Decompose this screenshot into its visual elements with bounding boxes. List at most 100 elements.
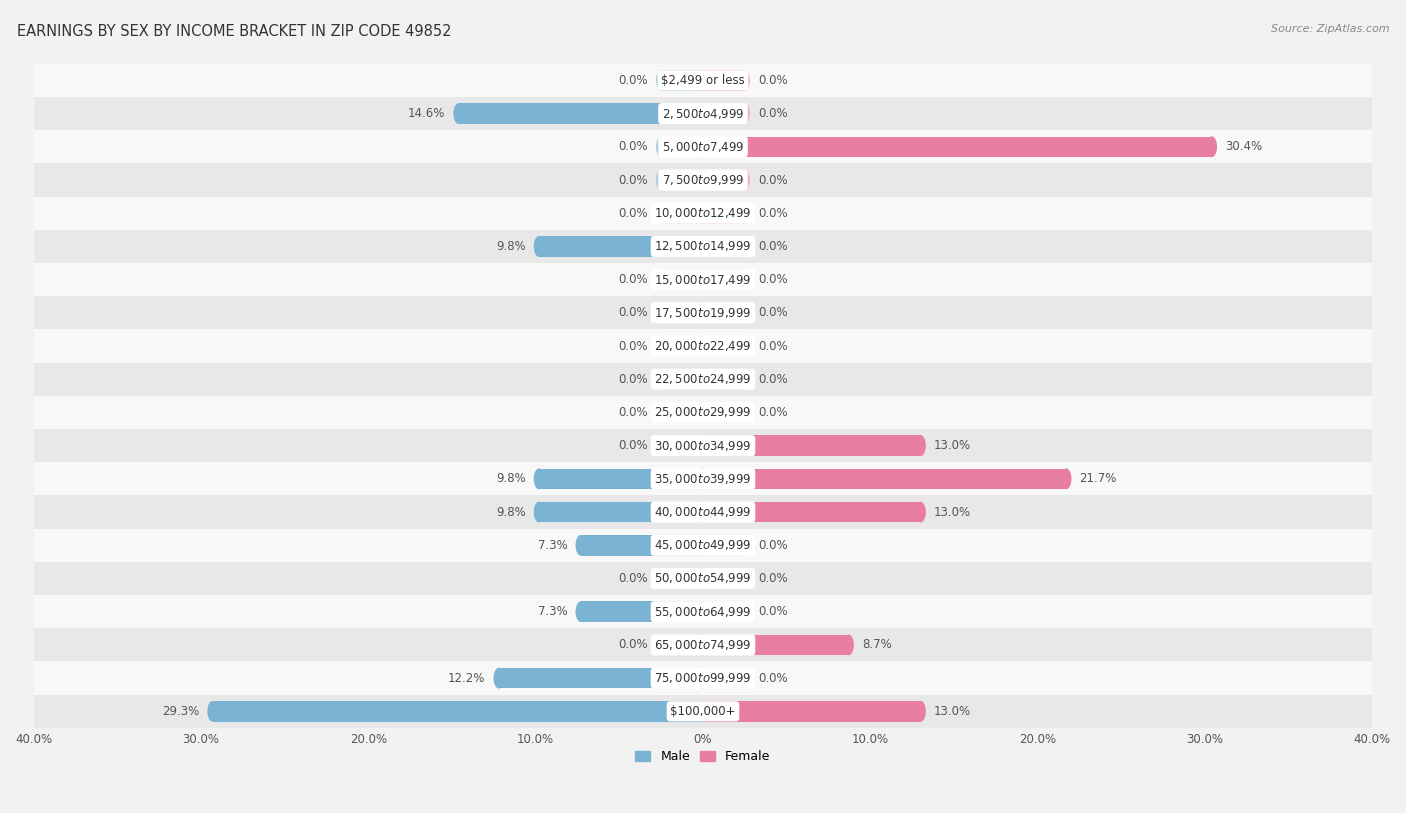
Text: $12,500 to $14,999: $12,500 to $14,999 [654,239,752,254]
Circle shape [534,236,544,257]
Bar [703,137,1212,157]
Circle shape [740,535,749,555]
Text: 0.0%: 0.0% [758,572,787,585]
Text: 0.0%: 0.0% [758,74,787,87]
Circle shape [657,170,666,190]
Bar [34,463,1372,495]
Circle shape [844,635,853,655]
Text: 0.0%: 0.0% [619,307,648,320]
Bar [661,203,703,224]
Text: 14.6%: 14.6% [408,107,446,120]
Circle shape [534,236,544,257]
Circle shape [697,269,709,290]
Text: 13.0%: 13.0% [934,439,972,452]
Circle shape [697,468,709,489]
Bar [703,170,745,190]
Circle shape [697,635,709,655]
Circle shape [697,602,709,622]
Bar [34,628,1372,662]
Circle shape [697,701,709,722]
Circle shape [740,203,749,224]
Circle shape [697,568,709,589]
Text: 13.0%: 13.0% [934,506,972,519]
Circle shape [657,336,666,356]
Circle shape [740,402,749,423]
Bar [34,263,1372,296]
Circle shape [697,468,709,489]
Bar [661,402,703,423]
Bar [703,137,1212,157]
Circle shape [534,468,544,489]
Circle shape [697,369,709,389]
Bar [703,369,745,389]
Bar [581,602,703,622]
Text: $50,000 to $54,999: $50,000 to $54,999 [654,572,752,585]
Text: 0.0%: 0.0% [758,273,787,286]
Circle shape [697,103,709,124]
Text: 0.0%: 0.0% [758,605,787,618]
Text: 0.0%: 0.0% [758,207,787,220]
Bar [538,236,703,257]
Bar [703,568,745,589]
Bar [661,635,703,655]
Circle shape [915,701,925,722]
Bar [703,468,1066,489]
Circle shape [575,602,586,622]
Bar [661,70,703,91]
Circle shape [740,269,749,290]
Circle shape [697,137,709,157]
Text: Source: ZipAtlas.com: Source: ZipAtlas.com [1271,24,1389,34]
Circle shape [697,435,709,456]
Circle shape [740,667,749,689]
Circle shape [1062,468,1071,489]
Circle shape [740,302,749,323]
Text: 7.3%: 7.3% [537,539,568,552]
Text: 7.3%: 7.3% [537,605,568,618]
Circle shape [454,103,464,124]
Circle shape [740,336,749,356]
Circle shape [208,701,218,722]
Circle shape [575,535,586,555]
Circle shape [915,502,925,523]
Bar [34,662,1372,694]
Circle shape [697,336,709,356]
Text: 0.0%: 0.0% [758,539,787,552]
Text: $35,000 to $39,999: $35,000 to $39,999 [654,472,752,486]
Bar [703,502,921,523]
Circle shape [657,137,666,157]
Circle shape [657,435,666,456]
Bar [34,528,1372,562]
Circle shape [697,137,709,157]
Circle shape [697,203,709,224]
Circle shape [740,70,749,91]
Text: 0.0%: 0.0% [619,340,648,353]
Circle shape [697,236,709,257]
Text: 21.7%: 21.7% [1080,472,1116,485]
Text: 0.0%: 0.0% [758,107,787,120]
Bar [703,468,1066,489]
Circle shape [697,236,709,257]
Circle shape [697,568,709,589]
Circle shape [740,602,749,622]
Bar [703,602,745,622]
Circle shape [697,70,709,91]
Bar [661,369,703,389]
Text: $2,500 to $4,999: $2,500 to $4,999 [662,107,744,120]
Bar [538,502,703,523]
Circle shape [697,667,709,689]
Bar [34,197,1372,230]
Bar [703,236,745,257]
Text: $45,000 to $49,999: $45,000 to $49,999 [654,538,752,552]
Text: $65,000 to $74,999: $65,000 to $74,999 [654,638,752,652]
Text: 29.3%: 29.3% [162,705,200,718]
Bar [499,667,703,689]
Bar [703,302,745,323]
Circle shape [697,70,709,91]
Bar [458,103,703,124]
Circle shape [657,269,666,290]
Text: 0.0%: 0.0% [758,240,787,253]
Circle shape [844,635,853,655]
Bar [703,103,745,124]
Circle shape [697,302,709,323]
Text: 0.0%: 0.0% [619,173,648,186]
